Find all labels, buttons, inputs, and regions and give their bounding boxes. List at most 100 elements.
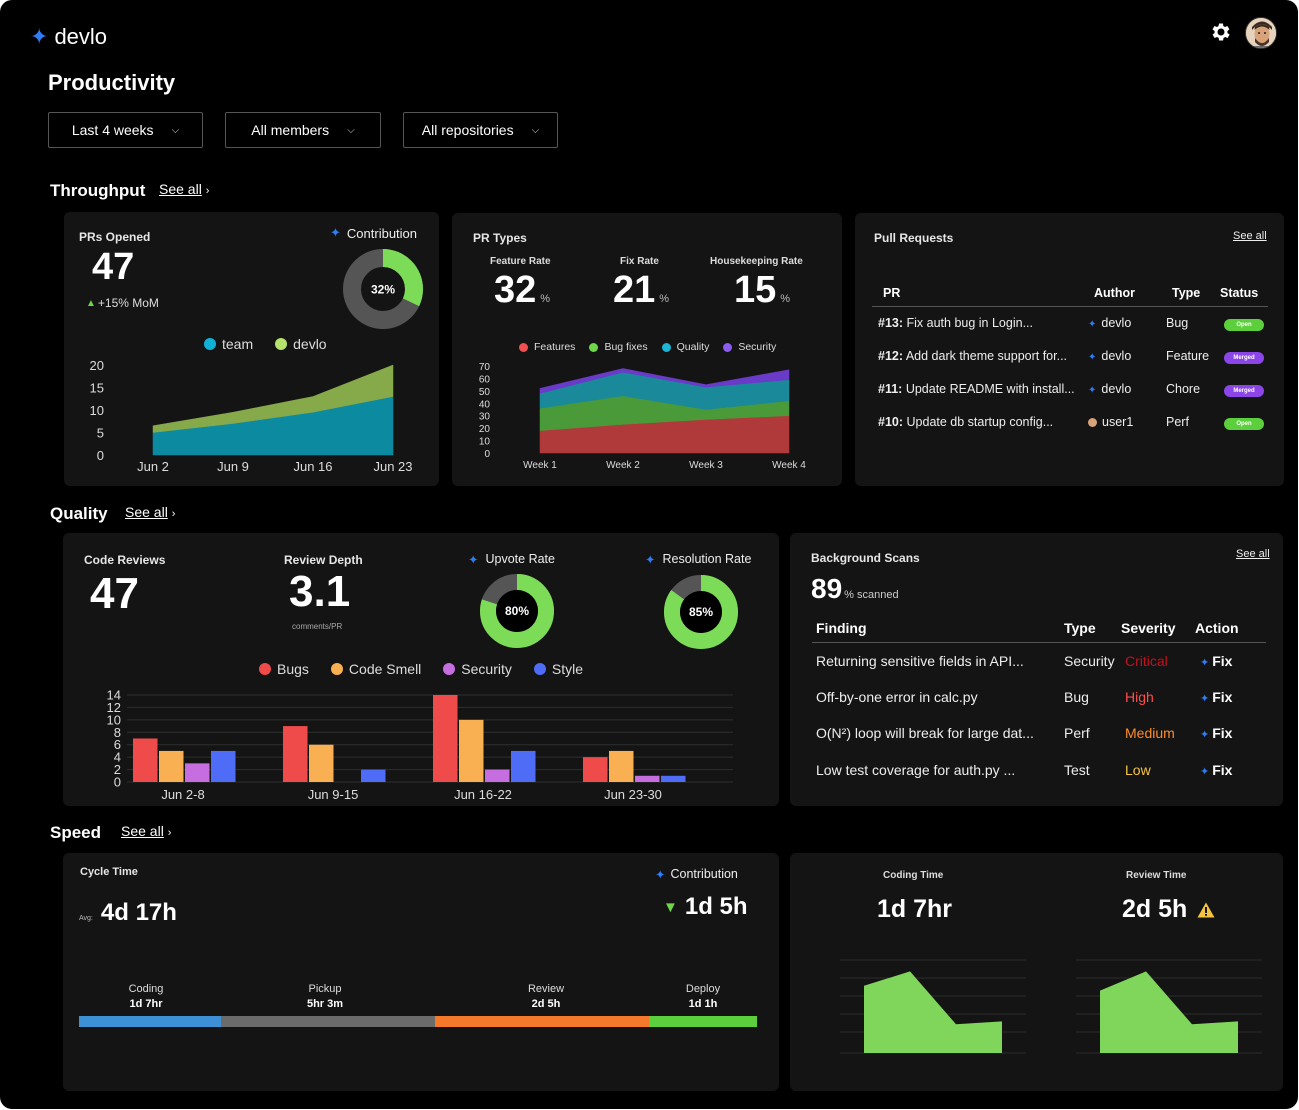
legend-dot [519,342,528,352]
sparkle-icon: ✦ [1200,729,1210,742]
speed-see-all-link[interactable]: See all › [121,823,171,839]
see-all-label: See all [125,504,168,520]
legend-label: Quality [676,341,710,353]
pull-requests-label: Pull Requests [874,231,954,245]
area-series [1100,971,1238,1053]
legend-dot [589,342,599,352]
x-tick-label: Jun 2 [137,459,169,474]
x-tick-label: Week 4 [772,460,806,471]
table-row[interactable]: #12: Add dark theme support for... ✦ devlo… [872,339,1268,372]
pr-title: Fix auth bug in Login... [906,315,1033,330]
fix-button[interactable]: ✦ Fix [1200,653,1232,669]
legend-label: Bugs [277,661,309,677]
cycle-contribution-stat: ▼ 1d 5h [663,893,748,921]
status-badge: Open [1224,318,1264,331]
brand-logo[interactable]: ✦ devlo [30,24,107,50]
action-cell: ✦ Fix [1195,752,1266,789]
fix-button[interactable]: ✦ Fix [1200,762,1232,778]
y-tick-label: 10 [479,437,491,448]
severity-cell: Medium [1125,725,1175,742]
author-cell: user1 [1088,405,1158,438]
speed-title: Speed [50,823,102,842]
cycle-time-label: Cycle Time [80,866,138,878]
table-row[interactable]: #11: Update README with install... ✦ devlo… [872,372,1268,405]
cycle-time-avg: Avg: 4d 17h [79,899,177,927]
y-tick-label: 2 [114,762,121,777]
contribution-donut: 32% [343,249,423,329]
stage-segment-deploy [648,1016,757,1027]
bar-security [635,775,660,782]
background-scans-label: Background Scans [811,551,920,565]
y-tick-label: 0 [114,775,121,790]
author-name: devlo [1101,315,1132,330]
table-row: O(N²) loop will break for large dat... Pe… [812,715,1266,752]
stat-unit: % [780,293,791,305]
gear-icon[interactable] [1209,20,1233,44]
code-reviews-value: 47 [90,569,139,618]
x-tick-label: Jun 16-22 [454,787,512,802]
date-range-select[interactable]: Last 4 weeks ⌵ [48,112,203,148]
y-tick-label: 15 [90,381,104,396]
sparkle-icon: ✦ [1088,318,1097,330]
members-value: All members [251,122,330,138]
background-scans-see-all-link[interactable]: See all [1236,548,1270,560]
stage-value: 1d 1h [688,998,718,1010]
stat-value: 15 [734,269,777,311]
avg-value: 4d 17h [100,899,177,926]
pull-requests-card: Pull Requests See all [855,213,1284,486]
pr-title: Add dark theme support for... [905,348,1068,363]
coding-time-value: 1d 7hr [877,895,953,923]
pr-id: #12: [878,348,904,363]
legend-label: devlo [293,336,327,352]
throughput-see-all-link[interactable]: See all › [159,181,209,197]
y-tick-label: 10 [107,712,121,727]
repositories-select[interactable]: All repositories ⌵ [403,112,558,148]
prs-opened-value: 47 [92,246,135,288]
stage-value: 2d 5h [531,998,561,1010]
fix-button[interactable]: ✦ Fix [1200,725,1232,741]
quality-see-all-link[interactable]: See all › [125,504,175,520]
type-cell: Bug [1166,315,1189,330]
legend-item-bug-fixes: Bug fixes [589,341,648,353]
finding-cell: Low test coverage for auth.py ... [816,761,1016,778]
author-name: devlo [1101,348,1132,363]
fix-button[interactable]: ✦ Fix [1200,689,1232,705]
legend-dot [330,663,343,675]
bar-style [511,750,536,782]
scanned-stat: 89 % scanned [811,573,899,605]
quality-title: Quality [50,504,108,523]
repositories-value: All repositories [421,122,514,138]
x-tick-label: Jun 2-8 [161,787,204,802]
pull-requests-see-all-link[interactable]: See all [1233,230,1267,242]
review-time-stat: 2d 5h [1122,895,1215,924]
status-badge: Merged [1224,384,1264,397]
y-tick-label: 20 [479,424,491,435]
bar-bugs [283,726,308,782]
stage-segment-coding [79,1016,222,1027]
prs-legend: team devlo [204,336,327,352]
housekeeping-rate-stat: Housekeeping Rate 15% [710,256,820,312]
see-all-label: See all [159,181,202,197]
action-cell: ✦ Fix [1195,679,1266,716]
donut-pct-label: 32% [371,283,395,297]
members-select[interactable]: All members ⌵ [225,112,381,148]
pull-requests-table: PR Author Type Status #13: Fix auth bug … [872,280,1268,438]
x-tick-label: Jun 23-30 [604,787,662,802]
table-row[interactable]: #13: Fix auth bug in Login... ✦ devlo Bug Op… [872,306,1268,339]
legend-item-features: Features [519,341,575,353]
status-cell: Open [1212,405,1268,438]
table-header-row: PR Author Type Status [872,280,1268,307]
chevron-right-icon: › [167,827,172,839]
findings-rows: Returning sensitive fields in API... Secu… [812,642,1266,788]
legend-item-team: team [204,336,253,352]
avatar[interactable] [1245,17,1277,49]
stage-name: Pickup [308,983,342,995]
table-row[interactable]: #10: Update db startup config... user1 Per… [872,405,1268,438]
brand-name: devlo [54,24,108,49]
pr-cell: #11: Update README with install... [872,372,1088,405]
fix-label: Fix [1212,725,1233,742]
pr-cell: #13: Fix auth bug in Login... [872,306,1088,339]
y-tick-label: 20 [90,358,104,373]
upvote-rate-label: ✦ Upvote Rate [468,552,555,567]
